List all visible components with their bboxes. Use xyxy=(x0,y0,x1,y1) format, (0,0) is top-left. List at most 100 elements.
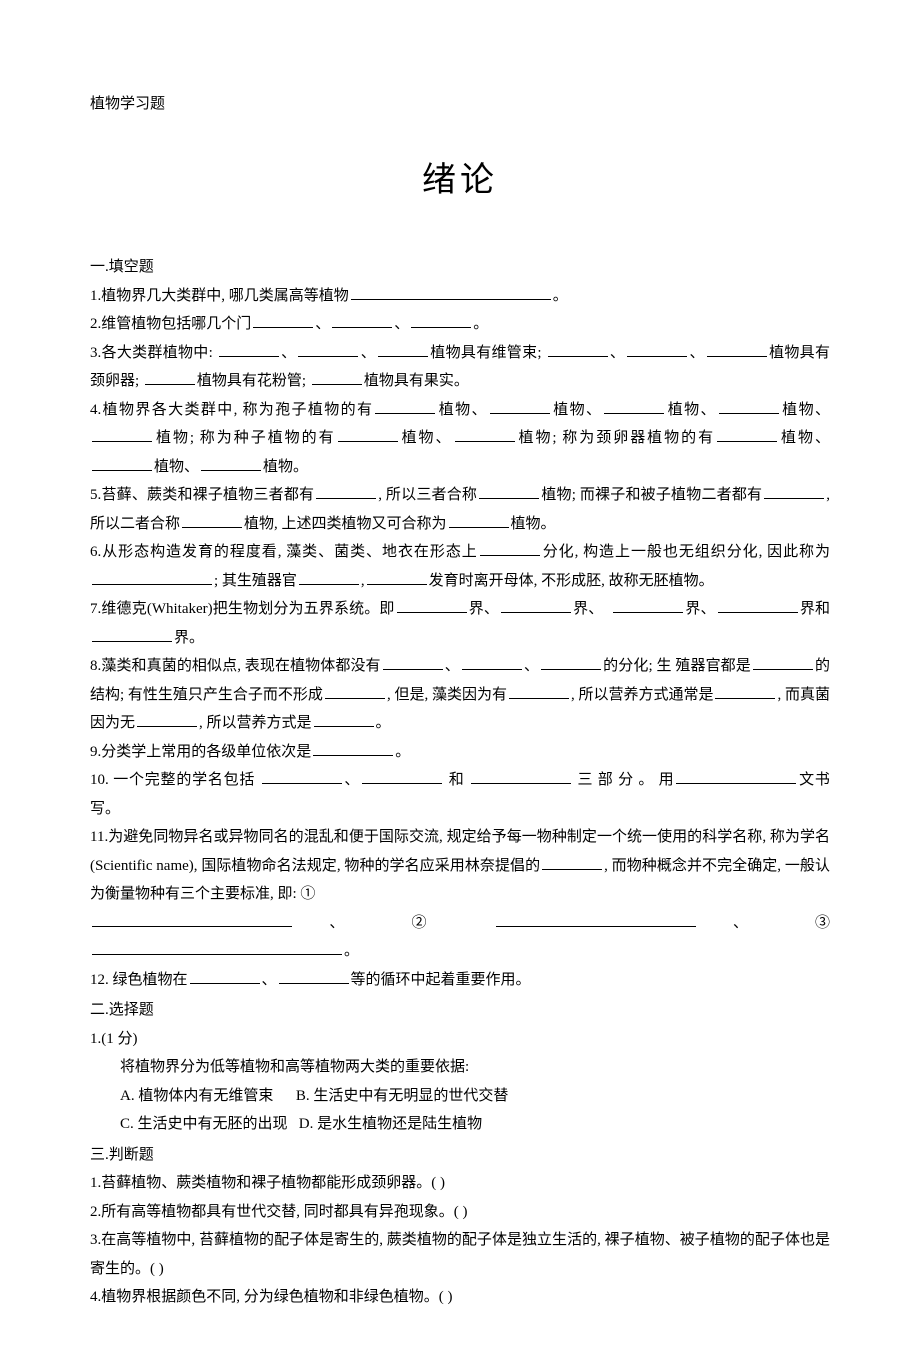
sep: 、 xyxy=(329,915,376,931)
option-d[interactable]: D. 是水生植物还是陆生植物 xyxy=(299,1116,482,1132)
blank[interactable] xyxy=(604,399,664,414)
blank[interactable] xyxy=(455,427,515,442)
word: 界、 xyxy=(469,601,499,617)
blank[interactable] xyxy=(92,627,172,642)
q10-mid1: 三 部 分 。 用 xyxy=(578,772,675,788)
fill-question-1: 1.植物界几大类群中, 哪几类属高等植物。 xyxy=(90,282,830,311)
blank[interactable] xyxy=(367,570,427,585)
q3-mid3: 植物具有花粉管; xyxy=(197,373,306,389)
blank[interactable] xyxy=(351,285,551,300)
blank[interactable] xyxy=(717,427,777,442)
blank[interactable] xyxy=(316,484,376,499)
blank[interactable] xyxy=(299,570,359,585)
q6-mid3: , xyxy=(361,573,365,589)
option-c[interactable]: C. 生活史中有无胚的出现 xyxy=(120,1116,288,1132)
blank[interactable] xyxy=(471,769,571,784)
blank[interactable] xyxy=(613,598,683,613)
fill-question-3: 3.各大类群植物中: 、、植物具有维管束; 、、植物具有颈卵器; 植物具有花粉管… xyxy=(90,339,830,396)
choice-options-row-2: C. 生活史中有无胚的出现 D. 是水生植物还是陆生植物 xyxy=(90,1110,830,1139)
blank[interactable] xyxy=(509,684,569,699)
fill-question-9: 9.分类学上常用的各级单位依次是。 xyxy=(90,738,830,767)
blank[interactable] xyxy=(627,342,687,357)
option-b[interactable]: B. 生活史中有无明显的世代交替 xyxy=(296,1088,509,1104)
q12-text: 12. 绿色植物在 xyxy=(90,972,188,988)
q3-text: 3.各大类群植物中: xyxy=(90,345,213,361)
blank[interactable] xyxy=(479,484,539,499)
word: 和 xyxy=(449,772,465,788)
q1-end: 。 xyxy=(553,288,568,304)
blank[interactable] xyxy=(501,598,571,613)
q5-mid1: , 所以三者合称 xyxy=(378,487,477,503)
main-title: 绪论 xyxy=(90,149,830,214)
blank[interactable] xyxy=(548,342,608,357)
blank[interactable] xyxy=(314,712,374,727)
blank[interactable] xyxy=(707,342,767,357)
blank[interactable] xyxy=(383,655,443,670)
q4-text: 4.植物界各大类群中, 称为孢子植物的有 xyxy=(90,402,373,418)
blank[interactable] xyxy=(201,456,261,471)
judge-question-2: 2.所有高等植物都具有世代交替, 同时都具有异孢现象。( ) xyxy=(90,1198,830,1227)
blank[interactable] xyxy=(92,456,152,471)
fill-question-7: 7.维德克(Whitaker)把生物划分为五界系统。即界、界、 界、界和界。 xyxy=(90,595,830,652)
blank[interactable] xyxy=(313,741,393,756)
blank[interactable] xyxy=(92,427,152,442)
q4-post: 植物。 xyxy=(263,459,308,475)
blank[interactable] xyxy=(411,313,471,328)
q9-post: 。 xyxy=(395,744,410,760)
q8-mid4: , 所以营养方式通常是 xyxy=(571,687,714,703)
blank[interactable] xyxy=(718,598,798,613)
blank[interactable] xyxy=(397,598,467,613)
sep: 、 xyxy=(524,658,539,674)
fill-question-6: 6.从形态构造发育的程度看, 藻类、菌类、地衣在形态上分化, 构造上一般也无组织… xyxy=(90,538,830,595)
blank[interactable] xyxy=(253,313,313,328)
fill-question-8: 8.藻类和真菌的相似点, 表现在植物体都没有、、的分化; 生 殖器官都是的结构;… xyxy=(90,652,830,738)
sep: 、 xyxy=(344,772,361,788)
blank[interactable] xyxy=(137,712,197,727)
q5-mid4: 植物, 上述四类植物又可合称为 xyxy=(244,516,447,532)
section-1-heading: 一.填空题 xyxy=(90,253,830,282)
blank[interactable] xyxy=(325,684,385,699)
blank[interactable] xyxy=(338,427,398,442)
num3: ③ xyxy=(815,915,830,931)
blank[interactable] xyxy=(496,912,696,927)
blank[interactable] xyxy=(190,969,260,984)
blank[interactable] xyxy=(480,541,540,556)
blank[interactable] xyxy=(145,370,195,385)
q8-mid3: , 但是, 藻类因为有 xyxy=(387,687,507,703)
blank[interactable] xyxy=(764,484,824,499)
blank[interactable] xyxy=(298,342,358,357)
judge-question-1: 1.苔藓植物、蕨类植物和裸子植物都能形成颈卵器。( ) xyxy=(90,1169,830,1198)
blank[interactable] xyxy=(262,769,342,784)
blank[interactable] xyxy=(462,655,522,670)
blank[interactable] xyxy=(378,342,428,357)
q11-post: 。 xyxy=(344,943,359,959)
blank[interactable] xyxy=(542,855,602,870)
q2-text: 2.维管植物包括哪几个门 xyxy=(90,316,251,332)
blank[interactable] xyxy=(279,969,349,984)
blank[interactable] xyxy=(312,370,362,385)
blank[interactable] xyxy=(715,684,775,699)
sep: 、 xyxy=(445,658,460,674)
q12-post: 等的循环中起着重要作用。 xyxy=(351,972,531,988)
blank[interactable] xyxy=(449,513,509,528)
blank[interactable] xyxy=(362,769,442,784)
blank[interactable] xyxy=(92,912,292,927)
q8-text: 8.藻类和真菌的相似点, 表现在植物体都没有 xyxy=(90,658,381,674)
blank[interactable] xyxy=(719,399,779,414)
blank[interactable] xyxy=(676,769,796,784)
sep: 、 xyxy=(262,972,277,988)
blank[interactable] xyxy=(375,399,435,414)
document-header: 植物学习题 xyxy=(90,90,830,119)
q4-mid1: 植物; 称为种子植物的有 xyxy=(154,430,336,446)
blank[interactable] xyxy=(753,655,813,670)
q3-mid4: 植物具有果实。 xyxy=(364,373,469,389)
blank[interactable] xyxy=(332,313,392,328)
blank[interactable] xyxy=(490,399,550,414)
blank[interactable] xyxy=(219,342,279,357)
blank[interactable] xyxy=(182,513,242,528)
blank[interactable] xyxy=(92,940,342,955)
q8-mid1: 的分化; 生 殖器官都是 xyxy=(603,658,751,674)
blank[interactable] xyxy=(541,655,601,670)
option examination-option-a[interactable]: A. 植物体内有无维管束 xyxy=(120,1088,273,1104)
blank[interactable] xyxy=(92,570,212,585)
